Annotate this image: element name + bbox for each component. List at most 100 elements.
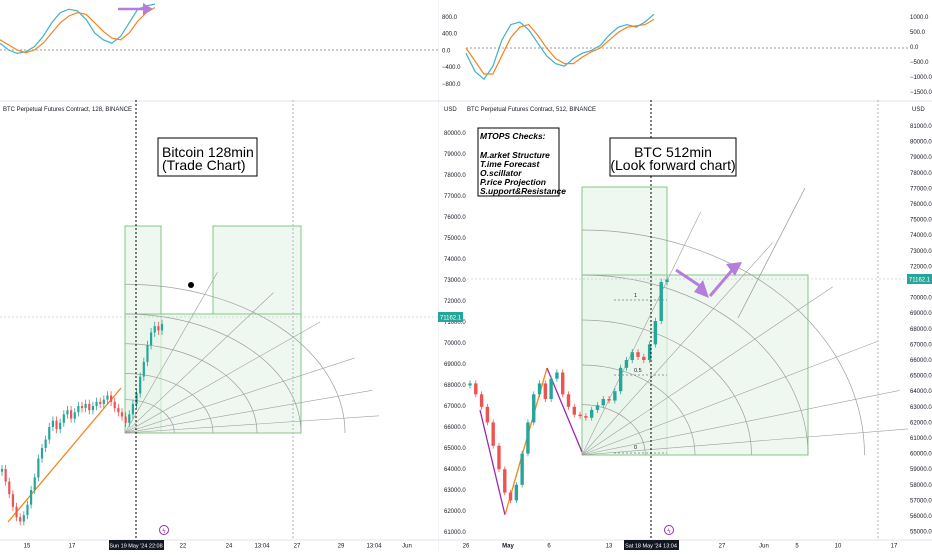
candle-body <box>102 399 105 404</box>
candle-body <box>73 412 76 419</box>
gann-arc <box>581 274 809 456</box>
gann-arc <box>124 343 258 434</box>
left-annotation-box[interactable]: Bitcoin 128min (Trade Chart) <box>157 137 258 177</box>
osc-tick-label: 1000.0 <box>910 15 929 21</box>
time-tick-label: 27 <box>719 544 726 550</box>
candle-body <box>578 414 582 417</box>
candle-body <box>561 372 565 395</box>
left-candles <box>0 319 164 526</box>
candle-body <box>8 481 11 495</box>
price-tick-label: 60000.0 <box>910 452 932 458</box>
candle-body <box>0 469 4 472</box>
candle-body <box>29 490 33 505</box>
price-tick-label: 75000.0 <box>910 218 932 224</box>
candle-body <box>80 406 84 409</box>
swing-line <box>546 367 583 453</box>
right-axis-currency: USD <box>912 107 925 113</box>
mtops-item: O.scillator <box>480 168 522 178</box>
price-tick-label: 79000.0 <box>910 155 932 161</box>
price-tick-label: 76000.0 <box>910 202 932 208</box>
price-tick-label: 80000.0 <box>910 140 932 146</box>
candle-body <box>595 405 600 410</box>
candle-body <box>543 383 548 399</box>
candle-body <box>139 376 142 394</box>
candle-body <box>153 326 156 333</box>
time-tick-label: 17 <box>69 544 76 550</box>
candle-body <box>117 408 120 413</box>
gann-ray <box>124 321 321 434</box>
candle-body <box>549 378 553 399</box>
left-chart-panel[interactable]: BTC Perpetual Futures Contract, 128, BIN… <box>0 0 438 550</box>
gann-box <box>581 274 809 456</box>
candle-body <box>636 352 640 357</box>
candle-body <box>526 422 530 454</box>
mtops-item: P.rice Projection <box>480 177 546 187</box>
candle-body <box>665 279 669 282</box>
gann-ray <box>581 211 702 456</box>
price-tick-label: 68000.0 <box>910 327 932 333</box>
price-tick-label: 77000.0 <box>444 194 466 200</box>
marker-dot <box>188 282 194 288</box>
osc-arrow-icon <box>143 3 153 15</box>
time-tick-label: 13:04 <box>366 544 382 550</box>
lightning-icon[interactable]: ϟ <box>159 525 169 536</box>
candle-body <box>618 367 623 392</box>
right-chart-canvas[interactable]: 80000.0 79000.0 78000.0 77000.0 76000.0 75000… <box>437 0 932 550</box>
candle-body <box>479 394 484 407</box>
osc-tick-label: −500.0 <box>910 60 929 66</box>
candle-body <box>566 394 571 407</box>
right-chart-panel[interactable]: 80000.0 79000.0 78000.0 77000.0 76000.0 75000… <box>437 0 932 550</box>
fib-label: 0.5 <box>634 368 642 374</box>
price-tick-label: 59000.0 <box>910 467 932 473</box>
osc-tick-label: −400.0 <box>442 65 461 71</box>
lightning-icon[interactable]: ϟ <box>664 525 674 536</box>
candle-body <box>659 282 663 321</box>
osc-tick-label: 400.0 <box>442 32 458 38</box>
price-tick-label: 65000.0 <box>910 374 932 380</box>
gann-ray <box>581 428 909 456</box>
candle-body <box>474 383 478 395</box>
price-tick-label: 56000.0 <box>910 514 932 520</box>
candle-body <box>532 394 536 423</box>
price-tick-label: 74000.0 <box>444 257 466 263</box>
price-tick-label: 78000.0 <box>910 171 932 177</box>
price-tick-label: 66000.0 <box>910 358 932 364</box>
candle-body <box>146 345 149 362</box>
candle-body <box>95 401 98 406</box>
candle-body <box>91 406 95 411</box>
mtops-item: M.arket Structure <box>480 150 550 160</box>
left-crosshair-time-label: Sun 19 May '24 22:08 <box>109 540 164 550</box>
candle-body <box>109 395 113 402</box>
price-tick-label: 64000.0 <box>444 467 466 473</box>
projection-arrow-icon <box>675 262 742 298</box>
time-tick-label: Jun <box>402 544 412 550</box>
left-time-axis: 15 17 22 24 13:04 27 29 13:04 Jun <box>24 544 412 550</box>
gann-arc <box>581 229 865 456</box>
price-tick-label: 58000.0 <box>910 483 932 489</box>
candle-body <box>88 403 91 411</box>
time-tick-label: 10 <box>835 544 842 550</box>
price-tick-label: 74000.0 <box>910 233 932 239</box>
right-time-axis: 26 May 6 13 27 Jun 5 10 17 <box>463 544 898 550</box>
candle-body <box>491 422 495 446</box>
mtops-checklist-box[interactable]: MTOPS Checks: M.arket Structure T.ime Fo… <box>477 127 566 197</box>
osc-tick-label: 500.0 <box>910 30 926 36</box>
price-tick-label: 79000.0 <box>444 152 466 158</box>
price-tick-label: 61000.0 <box>910 436 932 442</box>
gann-arc <box>124 283 346 434</box>
time-tick-label: 6 <box>547 544 551 550</box>
osc-slow-line <box>0 6 156 54</box>
osc-fast-line <box>465 13 655 81</box>
gann-arc <box>581 404 646 456</box>
right-annotation-box[interactable]: BTC 512min (Look forward chart) <box>609 137 737 177</box>
price-tick-label: 63000.0 <box>910 405 932 411</box>
right-crosshair-time-label: Sat 18 May '24 13:04 <box>624 540 679 550</box>
time-tick-label: 17 <box>891 544 898 550</box>
swing-line <box>7 387 122 523</box>
middle-axis-currency: USD <box>444 107 457 113</box>
gann-arc <box>581 364 696 456</box>
candle-body <box>106 395 109 400</box>
gann-ray <box>124 390 373 434</box>
left-chart-canvas[interactable]: BTC Perpetual Futures Contract, 128, BIN… <box>0 0 438 550</box>
price-tick-label: 63000.0 <box>444 488 466 494</box>
